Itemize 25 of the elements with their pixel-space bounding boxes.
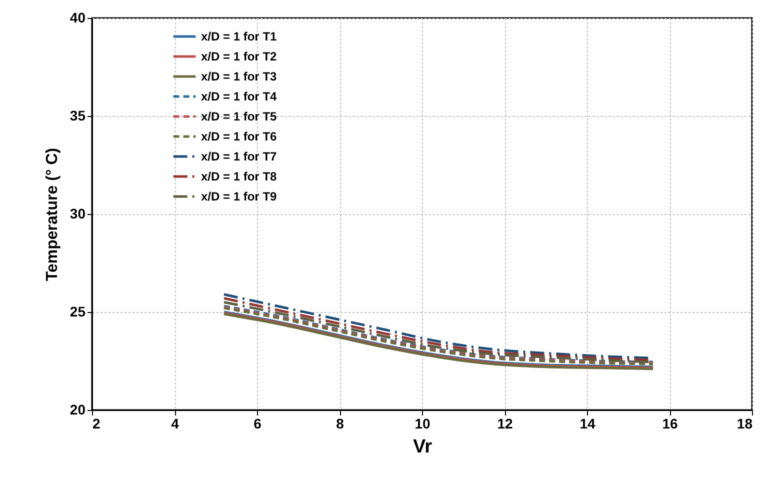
x-tick-label: 14 [580,416,596,432]
x-tick-label: 18 [736,416,753,432]
y-tick-label: 35 [70,108,86,124]
legend-label: x/D = 1 for T4 [201,90,278,104]
x-tick-label: 16 [662,416,678,432]
legend-label: x/D = 1 for T2 [201,50,278,64]
legend-label: x/D = 1 for T8 [201,170,278,184]
legend-label: x/D = 1 for T6 [201,130,278,144]
x-tick-label: 6 [254,416,262,432]
x-axis-title: Vr [412,436,433,458]
x-tick-label: 10 [414,416,430,432]
legend-label: x/D = 1 for T1 [201,30,278,44]
y-tick-label: 20 [70,402,86,418]
y-tick-label: 30 [70,206,86,222]
legend-label: x/D = 1 for T9 [201,190,278,204]
legend-label: x/D = 1 for T7 [201,150,278,164]
y-tick-label: 40 [70,10,86,26]
x-tick-label: 12 [497,416,513,432]
legend-label: x/D = 1 for T5 [201,110,278,124]
y-axis-title: Temperature (° C) [44,148,61,282]
legend-label: x/D = 1 for T3 [201,70,278,84]
y-tick-label: 25 [70,304,86,320]
x-tick-label: 4 [171,416,180,432]
x-tick-label: 8 [336,416,344,432]
x-tick-label: 2 [92,416,100,432]
